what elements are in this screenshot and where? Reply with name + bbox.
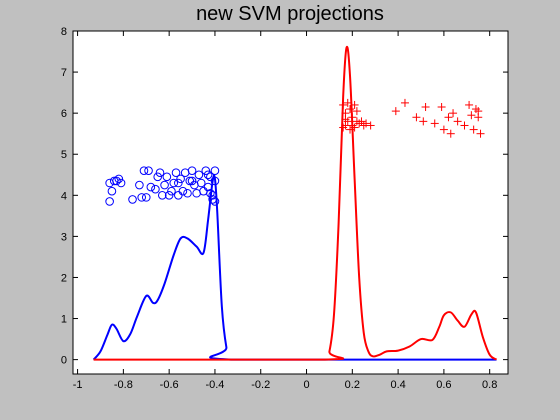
circle-marker: [151, 184, 160, 194]
plus-marker: [346, 105, 355, 114]
circle-marker: [194, 170, 204, 180]
plus-marker: [449, 109, 458, 118]
circle-marker: [201, 166, 211, 175]
y-tick-label: 2: [61, 272, 67, 284]
circle-marker: [160, 180, 169, 190]
circle-marker: [206, 188, 215, 198]
plus-marker: [343, 98, 352, 107]
plus-marker: [352, 107, 361, 116]
plus-marker: [341, 115, 350, 124]
y-tick-label: 4: [61, 190, 67, 202]
circle-marker: [187, 166, 197, 175]
y-tick-label: 8: [61, 26, 67, 38]
circle-marker: [144, 166, 153, 175]
x-tick-label: 0.4: [390, 379, 405, 391]
circle-marker: [167, 186, 176, 196]
circle-marker: [135, 180, 144, 190]
x-tick-label: -0.8: [114, 379, 133, 391]
circle-marker: [208, 191, 217, 200]
circle-marker: [116, 178, 126, 188]
plus-marker: [391, 107, 400, 116]
circle-marker: [196, 178, 206, 188]
circle-marker: [208, 195, 217, 204]
circle-marker: [153, 172, 163, 182]
plus-marker: [339, 100, 348, 109]
x-tick-label: -1: [73, 379, 83, 391]
plus-marker: [346, 125, 355, 134]
y-tick-label: 7: [61, 67, 67, 79]
circle-marker: [210, 176, 220, 186]
plus-marker: [412, 113, 421, 122]
circle-marker: [157, 191, 167, 200]
y-axis: 0 1 2 3 4 5 6 7 8: [61, 26, 508, 367]
plus-marker: [362, 119, 371, 128]
x-tick-label: 0.2: [345, 379, 360, 391]
circle-marker: [203, 170, 213, 180]
plus-marker: [400, 98, 409, 107]
x-tick-label: -0.4: [205, 379, 224, 391]
circle-marker: [155, 168, 165, 178]
circle-marker: [162, 172, 172, 182]
circle-marker: [169, 178, 179, 188]
plus-marker: [421, 102, 430, 111]
x-axis: -1 -0.8 -0.6 -0.4 -0.2 0 0.2 0.4 0.6 0.8: [73, 31, 497, 391]
plus-marker: [430, 119, 439, 128]
circle-marker: [164, 191, 174, 200]
plus-marker: [419, 117, 428, 126]
circle-marker: [128, 195, 137, 204]
series-line-1: [93, 45, 498, 361]
circle-marker: [187, 176, 197, 186]
plus-marker: [469, 125, 478, 134]
plus-marker: [474, 107, 483, 116]
x-tick-label: 0.8: [482, 379, 497, 391]
x-tick-label: -0.2: [251, 379, 270, 391]
circle-marker: [114, 174, 124, 184]
y-tick-label: 6: [61, 108, 67, 120]
circle-marker: [107, 186, 117, 196]
circle-marker: [210, 166, 220, 175]
plus-marker: [437, 102, 446, 111]
plus-marker: [476, 129, 485, 138]
x-tick-label: 0: [303, 379, 309, 391]
plus-marker: [339, 123, 348, 132]
circle-marker: [105, 197, 114, 206]
plus-marker: [439, 125, 448, 134]
series-group: [92, 45, 498, 361]
y-tick-label: 0: [61, 355, 67, 367]
plus-marker: [467, 111, 476, 120]
circle-marker: [171, 168, 181, 178]
plot-area: [72, 30, 509, 375]
circle-marker: [183, 188, 192, 198]
markers-group: [105, 98, 485, 206]
circle-marker: [137, 193, 146, 202]
circle-marker: [210, 197, 220, 206]
chart-title: new SVM projections: [196, 3, 384, 25]
circle-marker: [146, 182, 156, 192]
y-tick-label: 1: [61, 314, 67, 326]
circle-marker: [178, 186, 188, 196]
circle-marker: [174, 178, 183, 188]
plus-marker: [348, 113, 357, 122]
circle-marker: [203, 182, 213, 192]
circle-marker: [176, 174, 185, 184]
circle-marker: [112, 176, 121, 186]
plus-marker: [357, 117, 366, 126]
x-tick-label: -0.6: [160, 379, 179, 391]
circle-marker: [141, 193, 151, 202]
plus-marker: [350, 100, 359, 109]
plus-marker: [366, 121, 375, 130]
plus-marker: [453, 117, 462, 126]
plus-marker: [446, 129, 455, 138]
plus-marker: [465, 100, 474, 109]
series-line-0: [92, 174, 497, 361]
plus-marker: [460, 121, 469, 130]
x-tick-label: 0.6: [436, 379, 451, 391]
y-tick-label: 3: [61, 231, 67, 243]
y-tick-label: 5: [61, 149, 67, 161]
plus-marker: [350, 123, 359, 132]
plus-marker: [444, 113, 453, 122]
circle-marker: [139, 166, 149, 175]
